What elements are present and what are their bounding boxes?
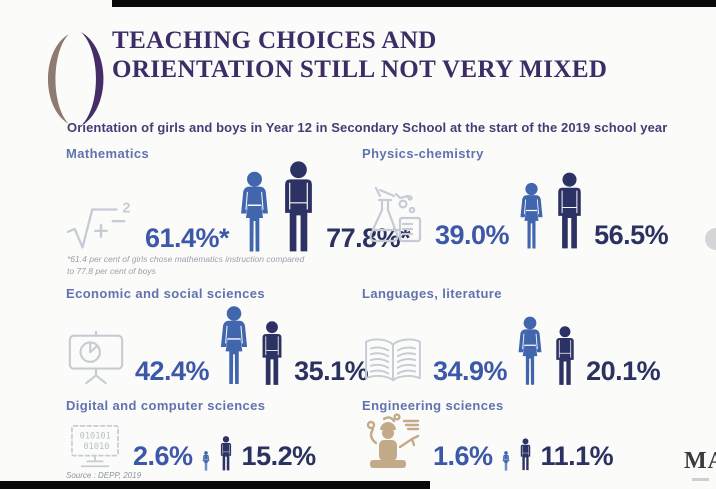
girls-value-digital: 2.6% — [133, 441, 193, 471]
binary-text-line-2: 01010 — [83, 442, 109, 452]
boys-value-languages: 20.1% — [586, 356, 661, 386]
girls-value-languages: 34.9% — [433, 356, 508, 386]
robot-engineer-icon — [366, 413, 420, 468]
footnote-line-2: to 77.8 per cent of boys — [67, 266, 156, 277]
female-figure-icon — [518, 182, 545, 250]
mathematics-footnote: *61.4 per cent of girls chose mathematic… — [67, 253, 367, 278]
logo-left-crescent — [48, 34, 69, 124]
title-line-1: TEACHING CHOICES AND — [112, 27, 437, 54]
male-figure-icon — [280, 161, 317, 253]
female-figure-icon — [238, 171, 271, 253]
footnote-line-1: *61.4 per cent of girls chose mathematic… — [67, 254, 305, 264]
female-figure-icon — [516, 316, 544, 386]
boys-value-economic: 35.1% — [294, 356, 369, 386]
female-figure-icon — [218, 305, 250, 386]
computer-binary-icon: 010101 01010 — [71, 425, 119, 468]
math-icon: 2 — [66, 201, 130, 249]
top-black-bar — [112, 0, 716, 7]
section-economic-social: Economic and social sciences 42.4% 35.1% — [66, 286, 369, 386]
open-book-icon — [365, 338, 421, 382]
page-title: TEACHING CHOICES AND ORIENTATION STILL N… — [112, 26, 607, 84]
source-note: Source : DEPP, 2019 — [66, 471, 142, 480]
boys-value-digital: 15.2% — [241, 441, 317, 471]
male-figure-icon — [553, 326, 577, 386]
bottom-black-bar — [0, 481, 430, 489]
section-label: Physics-chemistry — [362, 146, 484, 161]
female-figure-icon — [202, 451, 210, 471]
section-label: Mathematics — [66, 146, 150, 161]
parentheses-logo — [48, 32, 104, 126]
male-figure-icon — [554, 172, 585, 250]
girls-value-economic: 42.4% — [135, 356, 210, 386]
section-digital-computer: Digital and computer sciences 010101 010… — [66, 398, 366, 471]
math-exponent: 2 — [122, 201, 130, 216]
section-label: Engineering sciences — [362, 398, 504, 413]
chemistry-icon — [369, 186, 422, 243]
binary-text-line-1: 010101 — [80, 431, 111, 441]
chart-subtitle: Orientation of girls and boys in Year 12… — [67, 120, 668, 135]
logo-right-crescent — [81, 32, 104, 126]
section-engineering: Engineering sciences 1.6% — [362, 398, 692, 471]
boys-value-engineering: 11.1% — [540, 441, 614, 471]
male-figure-icon — [519, 438, 532, 471]
girls-value-physics: 39.0% — [435, 220, 510, 250]
section-languages-literature: Languages, literature 34.9% 20.1% — [362, 286, 692, 386]
section-label: Economic and social sciences — [66, 286, 266, 301]
title-line-2: ORIENTATION STILL NOT VERY MIXED — [112, 56, 608, 83]
male-figure-icon — [259, 321, 285, 386]
slide-nav-dot — [705, 228, 716, 250]
girls-value-mathematics: 61.4%* — [145, 223, 230, 253]
ma-watermark-subtext — [692, 478, 709, 481]
section-label: Languages, literature — [362, 286, 502, 301]
ma-watermark: MA — [684, 448, 716, 474]
section-mathematics: Mathematics 2 61.4%* 77.8%* — [66, 146, 411, 253]
presentation-pie-icon — [68, 330, 124, 385]
female-figure-icon — [502, 451, 510, 471]
girls-value-engineering: 1.6% — [433, 441, 493, 471]
boys-value-physics: 56.5% — [594, 220, 669, 250]
male-figure-icon — [219, 436, 233, 471]
section-physics-chemistry: Physics-chemistry 39.0% 56.5% — [362, 146, 692, 250]
section-label: Digital and computer sciences — [66, 398, 266, 413]
